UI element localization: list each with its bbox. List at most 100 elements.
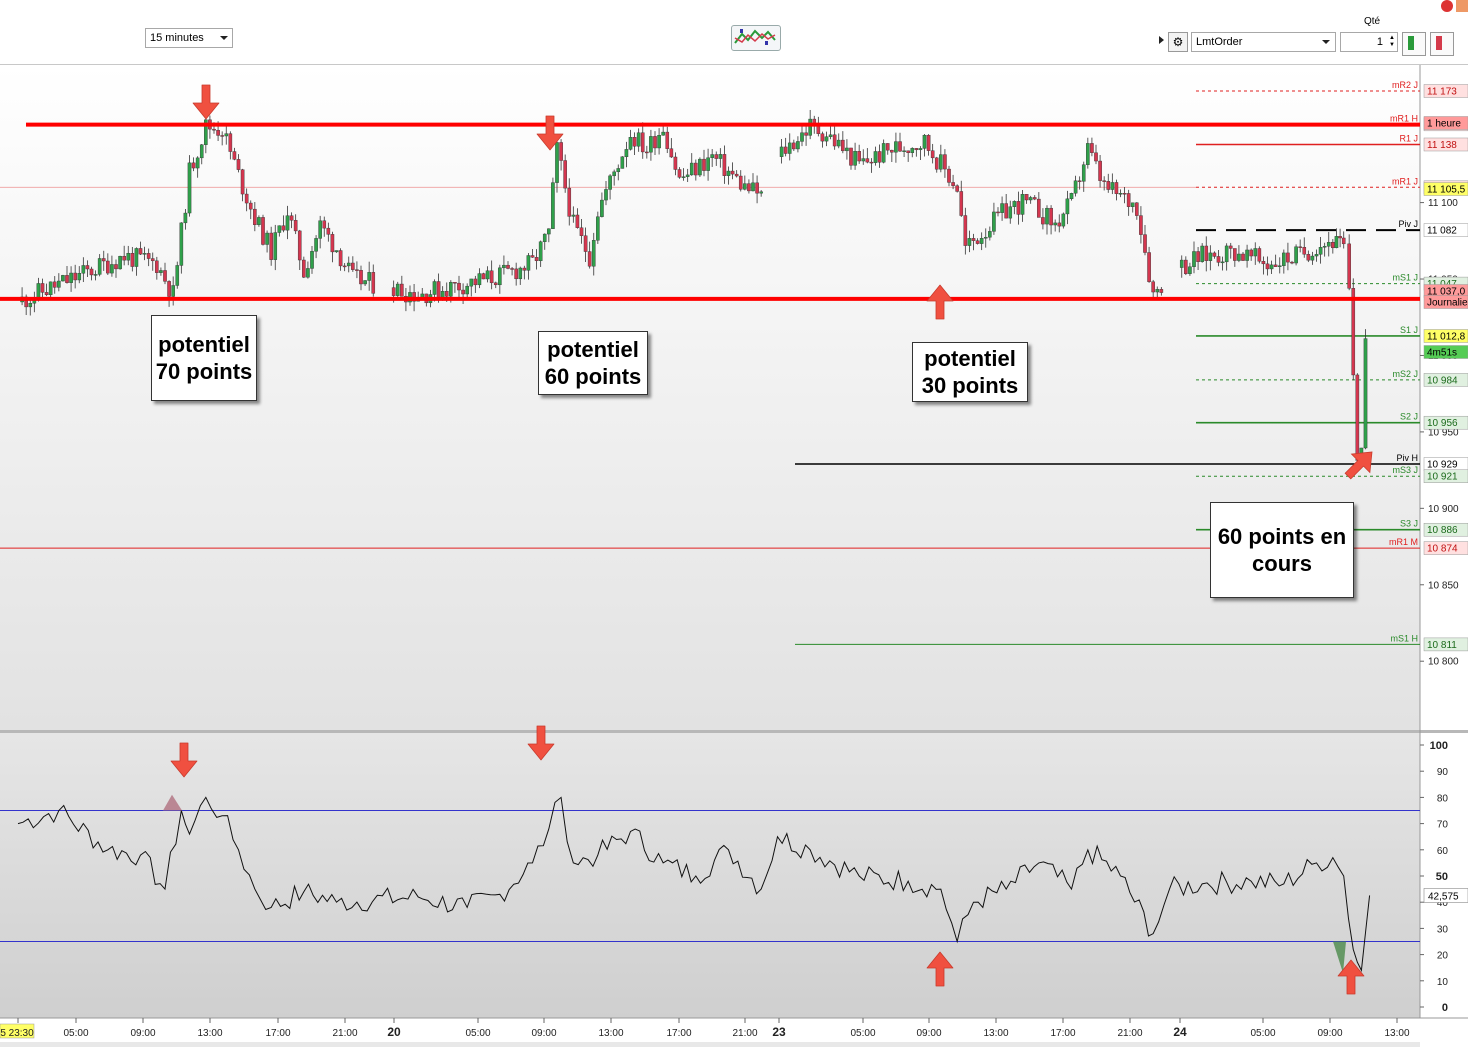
- candle: [1341, 237, 1346, 245]
- level-label: S3 J: [1400, 519, 1418, 529]
- candle: [1004, 203, 1008, 219]
- candle: [657, 135, 661, 149]
- candle: [1228, 245, 1233, 249]
- rsi-tick-label: 70: [1437, 820, 1449, 831]
- time-label: 17:00: [1050, 1028, 1075, 1039]
- candle: [1265, 263, 1270, 270]
- candle: [685, 174, 690, 177]
- time-label: 09:00: [916, 1028, 941, 1039]
- candle: [951, 182, 955, 186]
- level-tag-value: 10 811: [1427, 640, 1457, 651]
- order-type-select[interactable]: LmtOrder: [1191, 32, 1336, 52]
- rsi-overbought-area: [163, 794, 182, 811]
- expand-arrow-icon[interactable]: [1159, 36, 1164, 44]
- level-tag: [1423, 469, 1468, 483]
- candle: [1216, 256, 1221, 263]
- candle: [106, 260, 110, 274]
- level-tag-value: 11 173: [1427, 86, 1457, 97]
- candle: [1338, 236, 1342, 239]
- price-tick-label: 10 900: [1428, 504, 1459, 515]
- sell-button[interactable]: [1430, 32, 1454, 56]
- time-label: 05:00: [465, 1028, 490, 1039]
- candle: [939, 154, 943, 170]
- candle: [902, 150, 906, 152]
- settings-icon[interactable]: [1456, 0, 1468, 12]
- candle: [824, 136, 829, 142]
- candle: [1057, 222, 1062, 227]
- candle: [587, 251, 592, 267]
- candle: [583, 235, 588, 252]
- level-label: mS2 J: [1392, 369, 1418, 379]
- level-tag-value: Journalier: [1427, 298, 1468, 309]
- candle: [1053, 222, 1057, 226]
- candle: [293, 220, 298, 232]
- arrow-icon: [170, 742, 198, 778]
- alert-icon[interactable]: [1441, 0, 1453, 12]
- buy-button[interactable]: [1402, 32, 1426, 56]
- candle: [44, 292, 49, 296]
- candle: [1237, 253, 1241, 261]
- candle: [1184, 259, 1188, 274]
- candle: [947, 168, 951, 183]
- candle: [996, 211, 1000, 214]
- level-tag-value: 4m51s: [1427, 348, 1457, 359]
- order-panel: Qté ⚙ LmtOrder 1 ▲ ▼: [1158, 14, 1468, 64]
- candle: [1302, 246, 1307, 255]
- candle: [1012, 201, 1017, 207]
- chart-style-icon[interactable]: [731, 25, 781, 51]
- candle: [596, 216, 600, 241]
- candle: [1065, 198, 1070, 215]
- wrench-icon[interactable]: ⚙: [1168, 32, 1188, 52]
- level-label: mS1 J: [1392, 273, 1418, 283]
- candle: [326, 227, 331, 235]
- time-label: 24: [1173, 1025, 1187, 1039]
- candle: [1257, 248, 1262, 262]
- candle: [114, 264, 118, 270]
- time-label: 5 23:30: [0, 1028, 34, 1039]
- level-tag: [1423, 541, 1468, 555]
- timeframe-select[interactable]: 15 minutes: [145, 28, 233, 48]
- rsi-indicator: [0, 794, 1420, 973]
- level-tag-value: 11 138: [1427, 140, 1457, 151]
- arrow-icon: [192, 84, 220, 120]
- level-tag: [1423, 329, 1468, 343]
- rsi-tick-label: 0: [1442, 1002, 1448, 1014]
- panel-divider[interactable]: [0, 730, 1468, 733]
- candle: [779, 146, 784, 157]
- level-tag-value: 1 heure: [1427, 119, 1461, 130]
- candle: [36, 283, 41, 299]
- candle: [281, 225, 286, 231]
- candle: [865, 158, 870, 163]
- candle: [628, 137, 633, 150]
- time-label: 09:00: [531, 1028, 556, 1039]
- candle: [669, 148, 674, 158]
- candle: [563, 160, 567, 189]
- quantity-stepper[interactable]: 1 ▲ ▼: [1340, 32, 1398, 52]
- level-label: S1 J: [1400, 325, 1418, 335]
- candle: [983, 236, 988, 239]
- candle: [1196, 251, 1200, 262]
- candle: [52, 281, 57, 288]
- candle: [542, 233, 547, 242]
- time-label: 05:00: [850, 1028, 875, 1039]
- candle: [845, 147, 849, 152]
- candle: [943, 154, 947, 170]
- spin-arrows-icon[interactable]: ▲ ▼: [1389, 35, 1395, 48]
- candle: [269, 232, 273, 260]
- level-tag: [1423, 373, 1468, 387]
- rsi-oversold-area: [1333, 941, 1346, 973]
- candle: [457, 282, 461, 291]
- candle: [1200, 245, 1204, 262]
- candle: [1143, 234, 1147, 253]
- candle: [894, 141, 898, 153]
- candle: [514, 268, 518, 280]
- candle: [122, 255, 126, 261]
- level-tag: [1423, 522, 1468, 537]
- arrow-icon: [536, 115, 564, 151]
- candle: [1351, 288, 1356, 376]
- candle: [747, 183, 751, 192]
- candle: [359, 270, 363, 285]
- candle: [922, 134, 927, 149]
- candle: [1081, 164, 1086, 182]
